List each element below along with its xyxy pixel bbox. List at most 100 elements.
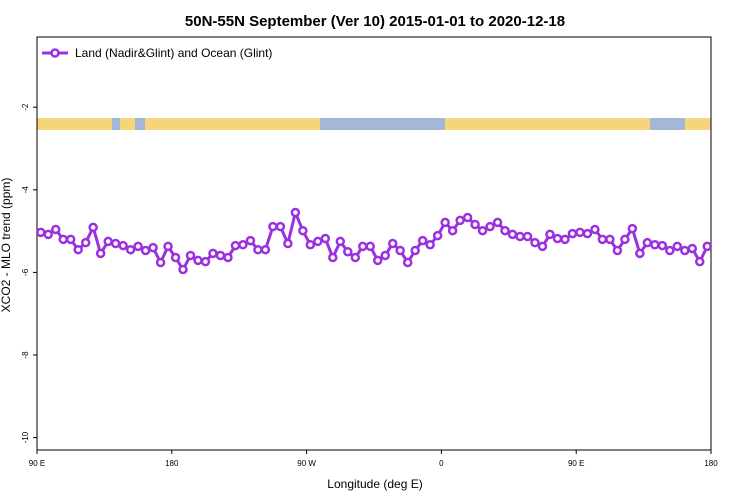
data-point	[253, 244, 263, 255]
data-point	[545, 229, 555, 240]
data-point	[305, 239, 316, 250]
data-point	[110, 238, 121, 249]
data-point	[582, 228, 593, 239]
data-point	[133, 241, 143, 252]
data-point	[470, 219, 480, 230]
data-point	[537, 241, 548, 252]
data-point	[268, 221, 278, 232]
data-point	[58, 234, 68, 245]
x-tick-label: 90 E	[568, 459, 584, 468]
data-point	[620, 234, 630, 245]
data-point	[178, 264, 188, 275]
x-axis-title: Longitude (deg E)	[327, 477, 422, 491]
chart-title: 50N-55N September (Ver 10) 2015-01-01 to…	[185, 13, 565, 30]
data-point	[170, 252, 181, 263]
y-tick-label: -2	[21, 103, 30, 111]
data-point	[215, 250, 226, 261]
data-point	[313, 236, 323, 247]
data-point	[530, 237, 540, 248]
data-point	[223, 252, 233, 263]
data-point	[95, 248, 106, 259]
data-point	[522, 231, 533, 242]
data-point	[492, 217, 503, 228]
data-point	[702, 241, 713, 252]
data-point	[140, 245, 151, 256]
data-point	[612, 245, 623, 256]
data-point	[245, 235, 256, 246]
data-point	[73, 244, 83, 255]
y-tick-label: -4	[21, 186, 30, 194]
data-point	[260, 244, 271, 255]
data-point	[387, 238, 398, 249]
y-tick-label: -10	[21, 431, 30, 443]
data-point	[635, 248, 645, 259]
data-point	[650, 239, 660, 250]
data-point	[672, 241, 683, 252]
data-point	[432, 230, 443, 241]
data-point	[425, 239, 435, 250]
data-point	[320, 233, 331, 244]
data-point	[148, 242, 158, 253]
data-point	[695, 256, 705, 267]
data-point	[80, 237, 91, 248]
data-point	[335, 236, 346, 247]
data-point	[208, 248, 218, 259]
data-point	[590, 224, 600, 235]
data-point	[283, 238, 293, 249]
data-point	[560, 234, 570, 245]
data-point	[507, 229, 518, 240]
data-point	[343, 247, 353, 257]
data-point	[462, 212, 473, 223]
data-point	[193, 255, 203, 266]
data-point	[567, 228, 578, 239]
data-point	[65, 234, 76, 245]
data-point	[395, 245, 405, 256]
x-tick-label: 180	[165, 459, 179, 468]
data-point	[365, 241, 376, 252]
data-point	[515, 231, 525, 242]
data-point	[298, 225, 308, 236]
data-point	[88, 222, 98, 233]
data-point	[380, 250, 390, 261]
data-point	[627, 223, 638, 234]
x-tick-label: 90 W	[297, 459, 316, 468]
data-point	[230, 240, 241, 251]
data-point	[50, 224, 61, 235]
data-point	[350, 252, 361, 263]
data-point	[455, 215, 465, 226]
data-point	[552, 233, 563, 244]
data-point	[118, 240, 128, 251]
data-point	[328, 252, 338, 263]
data-point	[410, 245, 420, 256]
data-point	[372, 255, 383, 266]
legend-label: Land (Nadir&Glint) and Ocean (Glint)	[75, 46, 272, 60]
data-point	[275, 221, 286, 232]
x-tick-label: 0	[439, 459, 444, 468]
data-point	[485, 221, 495, 232]
legend-marker	[50, 48, 60, 58]
data-point	[575, 227, 585, 238]
data-point	[290, 207, 301, 218]
data-point	[103, 236, 113, 247]
data-point	[605, 234, 615, 245]
data-point	[417, 235, 428, 246]
data-point	[163, 241, 173, 252]
land-ocean-strip	[37, 118, 711, 130]
data-point	[477, 225, 488, 236]
data-point	[440, 217, 450, 228]
data-point	[687, 243, 698, 254]
data-point	[657, 240, 668, 251]
data-point	[35, 227, 46, 238]
data-point	[642, 237, 653, 248]
data-point	[358, 241, 368, 252]
data-point	[155, 257, 166, 268]
data-point	[185, 250, 196, 261]
data-point	[680, 245, 690, 256]
y-tick-label: -6	[21, 268, 30, 276]
data-point	[500, 225, 510, 236]
data-point	[665, 245, 675, 256]
data-point	[200, 256, 211, 267]
data-point	[125, 244, 136, 255]
data-point	[238, 239, 248, 250]
